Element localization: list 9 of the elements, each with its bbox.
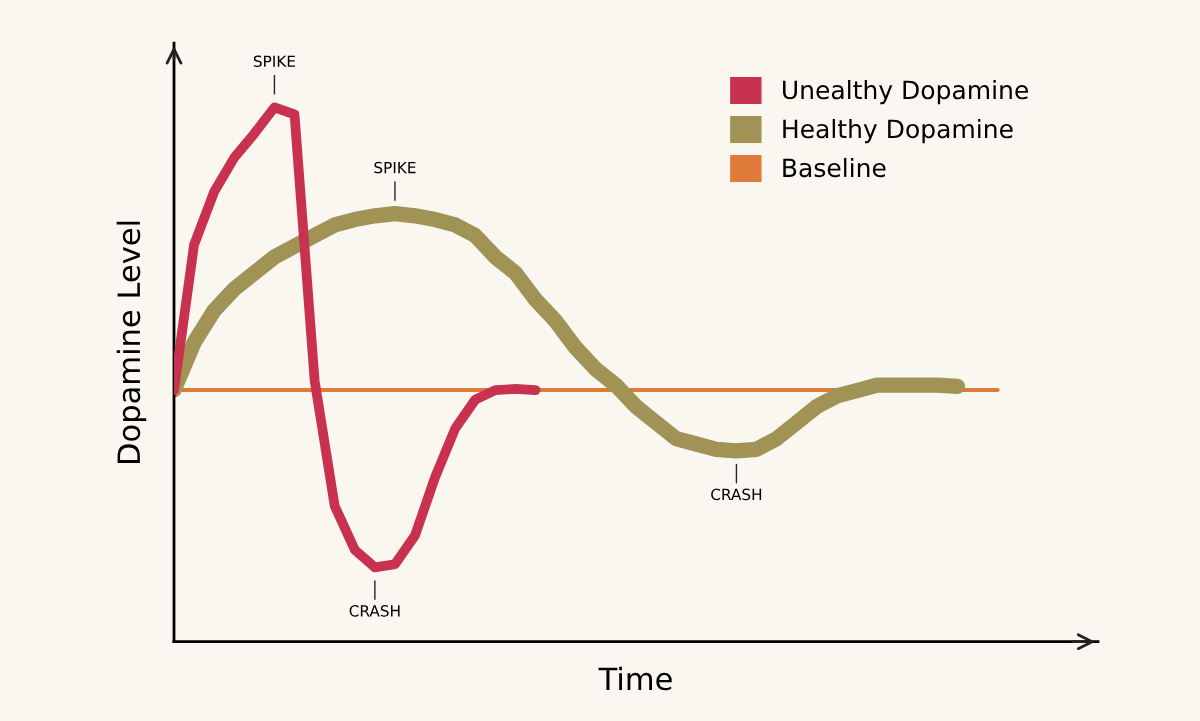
annotation: CRASH	[349, 605, 400, 617]
annotation: SPIKE	[374, 161, 416, 174]
annotation: CRASH	[711, 488, 762, 501]
legend-label: Unealthy Dopamine	[783, 79, 1028, 105]
legend-label: Healthy Dopamine	[783, 118, 1013, 144]
legend-label: Baseline	[783, 157, 886, 178]
x-axis-title: Time	[598, 666, 672, 691]
y-axis-title: Dopamine Level	[116, 221, 147, 464]
annotation: SPIKE	[253, 55, 295, 68]
